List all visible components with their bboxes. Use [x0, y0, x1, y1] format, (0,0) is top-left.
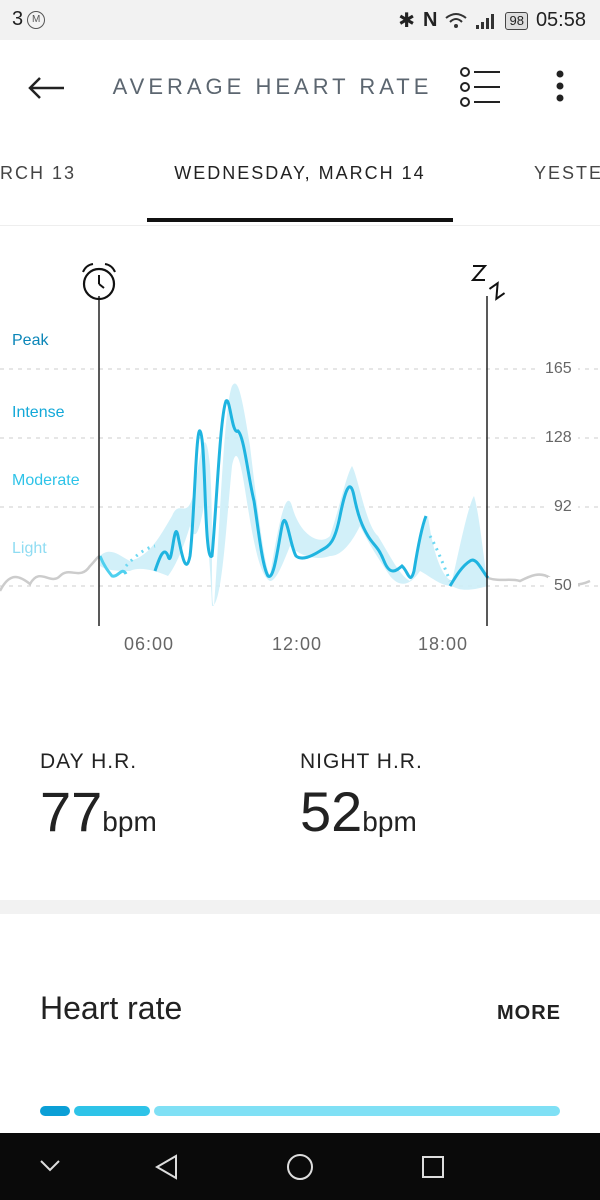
app-header: AVERAGE HEART RATE: [0, 40, 600, 135]
page-title: AVERAGE HEART RATE: [112, 74, 433, 99]
hr-line-main: [153, 399, 428, 579]
list-icon[interactable]: [458, 66, 504, 108]
back-icon[interactable]: [155, 1154, 177, 1180]
status-bar: 3 M ✱ N 98 05:58: [0, 0, 600, 40]
zone-label-peak: Peak: [12, 332, 49, 349]
bluetooth-icon: ✱: [398, 10, 416, 32]
zone-label-moderate: Moderate: [12, 472, 80, 489]
day-hr-value: 77: [40, 780, 103, 843]
date-navigation: RCH 13 WEDNESDAY, MARCH 14 YESTE: [0, 135, 600, 226]
night-hr-label: NIGHT H.R.: [300, 750, 423, 773]
hr-line-evening: [448, 558, 490, 587]
chart-svg: [0, 263, 600, 626]
hr-line-light: [98, 555, 128, 578]
date-tab-current[interactable]: WEDNESDAY, MARCH 14: [174, 163, 426, 183]
more-options-icon[interactable]: [550, 68, 570, 108]
hr-zone-bar-moderate: [154, 1106, 560, 1116]
heart-rate-chart: Peak Intense Moderate Light 165 128 92 5…: [0, 226, 600, 666]
more-button[interactable]: MORE: [497, 1002, 561, 1024]
date-tab-next[interactable]: YESTE: [534, 163, 600, 183]
back-arrow-icon[interactable]: [22, 68, 72, 108]
nav-icons: [40, 1154, 444, 1180]
day-hr-label: DAY H.R.: [40, 750, 138, 773]
nfc-icon: N: [423, 9, 438, 31]
status-left: 3 M: [12, 8, 46, 31]
y-tick-128: 128: [539, 429, 578, 447]
heart-rate-stats: DAY H.R. 77bpm NIGHT H.R. 52bpm: [0, 740, 600, 900]
carrier-icon: M: [27, 10, 46, 29]
night-hr-unit: bpm: [362, 806, 417, 837]
x-tick-1800: 18:00: [418, 634, 469, 654]
hide-keyboard-icon[interactable]: [40, 1160, 60, 1172]
clock: 05:58: [535, 9, 586, 31]
sleep-zz-icon: [470, 265, 506, 301]
section-divider: [0, 900, 600, 914]
x-tick-0600: 06:00: [124, 634, 175, 654]
status-right: ✱ N 98 05:58: [398, 8, 586, 33]
night-hr-stat: NIGHT H.R. 52bpm: [300, 750, 423, 852]
system-navigation-bar: [0, 1133, 600, 1200]
home-icon[interactable]: [287, 1154, 313, 1180]
active-tab-indicator: [147, 218, 453, 222]
notification-count: 3: [12, 8, 24, 30]
day-hr-value-row: 77bpm: [40, 782, 157, 852]
hr-zone-bar-intense: [74, 1106, 150, 1116]
heart-rate-card-title: Heart rate: [40, 990, 183, 1026]
recents-icon[interactable]: [422, 1156, 444, 1178]
zone-label-light: Light: [12, 540, 47, 557]
hr-line-outside: [0, 554, 101, 592]
zone-label-intense: Intense: [12, 404, 65, 421]
night-hr-value-row: 52bpm: [300, 782, 423, 852]
signal-icon: [476, 13, 495, 29]
day-hr-unit: bpm: [102, 806, 157, 837]
y-tick-92: 92: [548, 498, 578, 516]
y-tick-50: 50: [548, 577, 578, 595]
hr-zone-bar-peak: [40, 1106, 70, 1116]
battery-icon: 98: [505, 11, 528, 30]
date-tab-previous[interactable]: RCH 13: [0, 163, 77, 183]
hr-range-band: [100, 383, 488, 606]
night-hr-value: 52: [300, 780, 363, 843]
wifi-icon: [445, 12, 468, 28]
alarm-clock-icon: [82, 263, 116, 301]
x-tick-1200: 12:00: [272, 634, 323, 654]
y-tick-165: 165: [539, 360, 578, 378]
day-hr-stat: DAY H.R. 77bpm: [40, 750, 157, 852]
